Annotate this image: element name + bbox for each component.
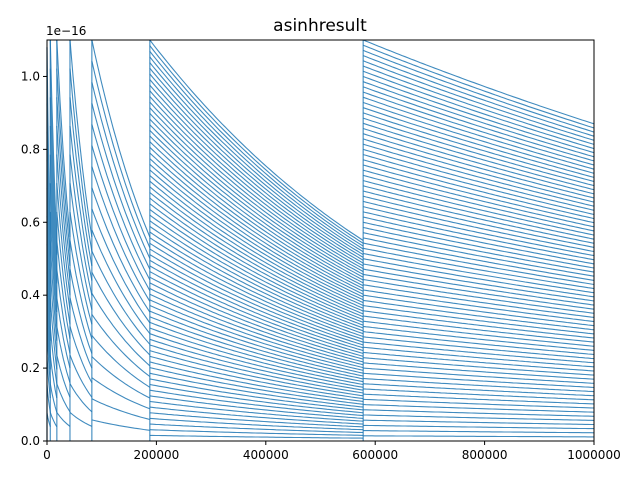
data-curve-family [46, 47, 51, 427]
x-tick-label: 0 [43, 448, 51, 462]
x-tick-label: 200000 [133, 448, 179, 462]
y-tick-label: 0.2 [21, 361, 40, 375]
plot-frame [46, 39, 595, 442]
y-tick-label: 1.0 [21, 69, 40, 83]
data-points [46, 39, 595, 441]
data-curve-family [149, 39, 364, 439]
chart-title: asinhresult [273, 16, 367, 36]
data-curve-family [49, 39, 58, 427]
x-tick-label: 600000 [352, 448, 398, 462]
x-tick-label: 1000000 [567, 448, 620, 462]
x-axis-ticks: 0 200000 400000 600000 800000 1000000 [43, 441, 621, 462]
y-axis-ticks: 0.0 0.2 0.4 0.6 0.8 1.0 [21, 69, 47, 448]
x-tick-label: 400000 [243, 448, 289, 462]
data-curve-family [69, 39, 93, 427]
y-tick-label: 0.8 [21, 142, 40, 156]
data-curve-family [56, 39, 71, 427]
x-tick-label: 800000 [462, 448, 508, 462]
y-tick-label: 0.4 [21, 288, 40, 302]
data-curve-family [362, 39, 595, 438]
y-tick-label: 0.6 [21, 215, 40, 229]
data-curve-family [91, 39, 151, 431]
y-offset-text: 1e−16 [46, 24, 86, 38]
y-tick-label: 0.0 [21, 434, 40, 448]
